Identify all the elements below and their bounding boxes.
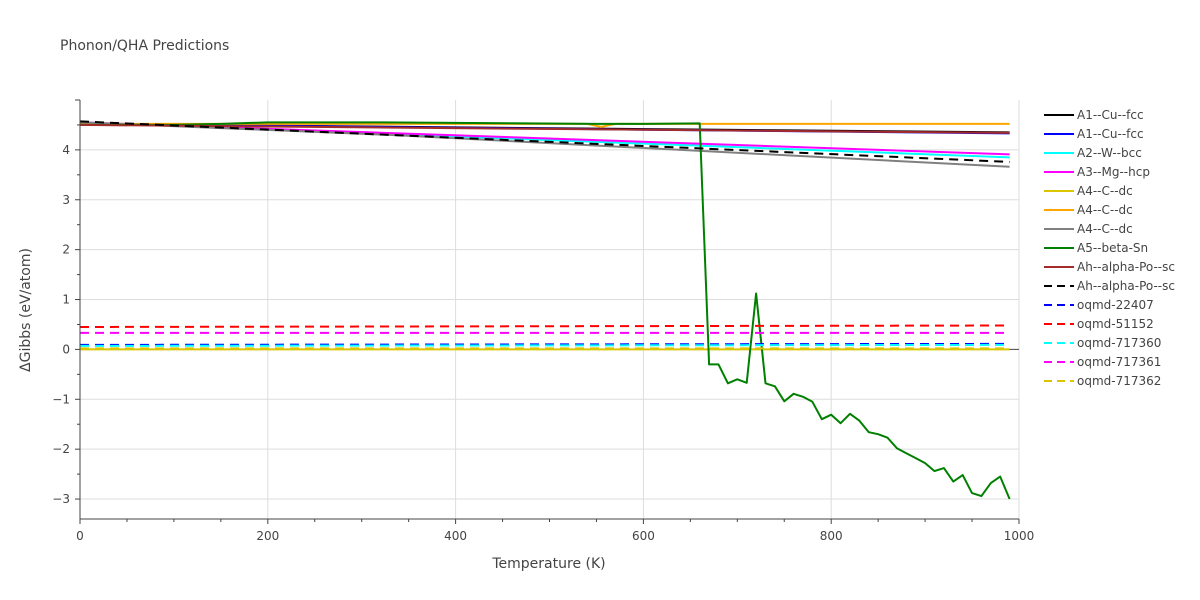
- y-tick-label: 0: [62, 342, 70, 356]
- x-tick-label: 0: [76, 529, 84, 543]
- legend-label-6: A4--C--dc: [1077, 203, 1133, 217]
- grid: [80, 100, 1020, 519]
- series-line-8: [80, 121, 1011, 500]
- series-line-12: [79, 324, 1010, 328]
- y-tick-label: −1: [52, 392, 70, 406]
- y-axis-title: ΔGibbs (eV/atom): [18, 248, 34, 372]
- legend[interactable]: A1--Cu--fcc A1--Cu--fcc A2--W--bcc A3--Mg--…: [1044, 108, 1175, 388]
- x-tick-label: 200: [256, 529, 279, 543]
- legend-label-8: A5--beta-Sn: [1077, 241, 1148, 255]
- legend-label-9: Ah--alpha-Po--sc: [1077, 260, 1175, 274]
- series-line-13: [79, 343, 1010, 347]
- axes: 0 200 400 600 800 1000 −3 −2 −1 0 1 2 3 4: [52, 99, 1035, 543]
- series-line-10: [79, 120, 1010, 163]
- legend-label-12: oqmd-51152: [1077, 317, 1154, 331]
- chart-title: Phonon/QHA Predictions: [60, 38, 229, 54]
- y-tick-label: 1: [62, 293, 70, 307]
- legend-label-13: oqmd-717360: [1077, 336, 1161, 350]
- x-tick-label: 600: [632, 529, 655, 543]
- legend-label-14: oqmd-717361: [1077, 355, 1161, 369]
- series-line-6: [80, 122, 1010, 128]
- x-tick-label: 800: [820, 529, 843, 543]
- legend-label-7: A4--C--dc: [1077, 222, 1133, 236]
- legend-label-11: oqmd-22407: [1077, 298, 1154, 312]
- y-tick-label: 3: [62, 193, 70, 207]
- x-tick-label: 400: [444, 529, 467, 543]
- legend-label-2: A1--Cu--fcc: [1077, 127, 1144, 141]
- y-tick-label: −3: [52, 492, 70, 506]
- y-tick-label: −2: [52, 442, 70, 456]
- legend-label-3: A2--W--bcc: [1077, 146, 1142, 160]
- legend-label-5: A4--C--dc: [1077, 184, 1133, 198]
- x-tick-label: 1000: [1004, 529, 1035, 543]
- legend-label-1: A1--Cu--fcc: [1077, 108, 1144, 122]
- legend-label-4: A3--Mg--hcp: [1077, 165, 1150, 179]
- series-line-9: [79, 123, 1010, 134]
- legend-label-10: Ah--alpha-Po--sc: [1077, 279, 1175, 293]
- x-axis-title: Temperature (K): [491, 556, 605, 572]
- plot-area: [79, 120, 1011, 500]
- y-tick-label: 2: [62, 243, 70, 257]
- y-tick-label: 4: [62, 143, 70, 157]
- legend-label-15: oqmd-717362: [1077, 374, 1161, 388]
